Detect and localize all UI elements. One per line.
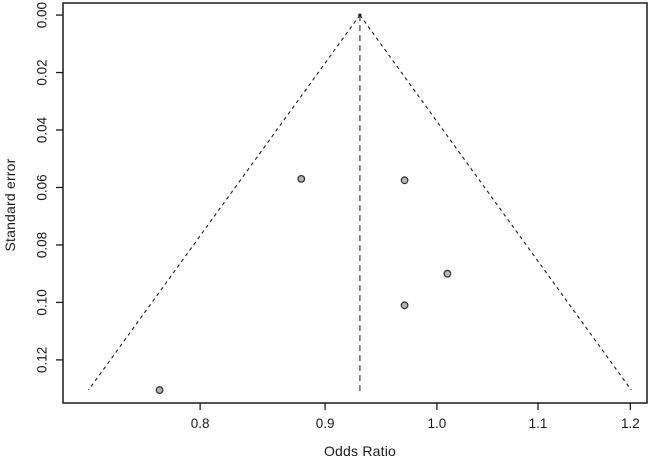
y-tick-label: 0.02 (35, 59, 50, 85)
study-data-point (400, 301, 409, 310)
funnel-left-boundary-line (88, 14, 361, 391)
y-tick-label: 0.06 (35, 174, 50, 200)
x-tick-label: 0.8 (191, 416, 210, 431)
funnel-apex-dot (358, 13, 362, 17)
study-data-point (155, 386, 164, 394)
y-tick-label: 0.10 (35, 289, 50, 315)
x-tick-label: 1.1 (529, 416, 548, 431)
x-tick-label: 0.9 (316, 416, 335, 431)
y-tick-label: 0.12 (35, 347, 50, 373)
x-tick-label: 1.0 (428, 416, 447, 431)
y-axis-title: Standard error (2, 158, 18, 252)
y-tick-label: 0.04 (35, 116, 50, 143)
study-data-point (400, 176, 409, 185)
x-tick-label: 1.2 (621, 416, 640, 431)
study-data-point (443, 269, 452, 278)
funnel-right-boundary-line (359, 14, 632, 391)
y-tick-label: 0.08 (35, 232, 50, 258)
x-axis-title: Odds Ratio (323, 443, 397, 459)
y-tick-label: 0.00 (35, 2, 50, 28)
plot-border (62, 2, 648, 404)
study-data-point (297, 174, 306, 183)
